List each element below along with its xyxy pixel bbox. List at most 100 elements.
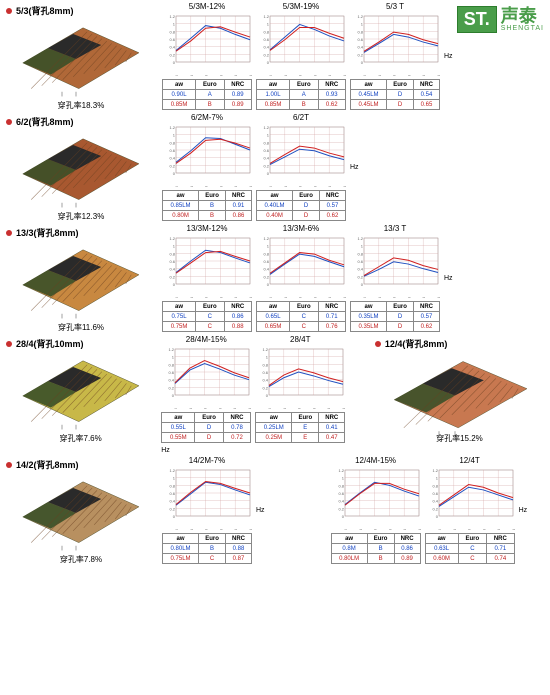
table-header: NRC [318,80,345,90]
chart-svg: 00.20.40.60.811.2125250500100020004000 [350,12,440,76]
table-header: Euro [196,302,224,312]
svg-text:1.2: 1.2 [263,14,269,19]
panel-illustration [6,20,146,98]
chart-block: 13/3M-12% 00.20.40.60.811.21252505001000… [162,224,252,332]
svg-text:0.8: 0.8 [169,251,175,256]
svg-text:4000: 4000 [341,407,345,409]
svg-text:1: 1 [435,476,438,481]
table-cell: 0.86 [224,312,251,322]
svg-text:2000: 2000 [233,185,238,187]
svg-text:2000: 2000 [233,528,238,530]
svg-text:1000: 1000 [406,74,411,76]
svg-text:2000: 2000 [421,296,426,298]
data-table: awEuroNRC0.63LC0.710.60MC0.74 [425,533,515,564]
svg-text:0.8: 0.8 [263,29,269,34]
chart-title: 12/4T [425,456,515,465]
svg-text:4000: 4000 [417,528,421,530]
table-cell: 0.65 [414,100,440,110]
table-header: aw [257,302,290,312]
table-cell: B [199,201,226,211]
table-cell: 0.89 [224,90,251,100]
svg-text:0.6: 0.6 [432,491,438,496]
svg-text:4000: 4000 [511,528,515,530]
table-cell: 0.86 [226,211,252,221]
table-cell: 0.57 [320,201,346,211]
panel-caption: 穿孔率7.8% [6,554,156,565]
data-table: awEuroNRC0.35LMD0.570.35LMD0.62 [350,301,440,332]
svg-text:250: 250 [189,528,194,530]
table-cell: 0.47 [319,433,345,443]
svg-text:125: 125 [268,74,273,76]
svg-text:1: 1 [172,355,175,360]
table-header: NRC [414,80,440,90]
svg-text:250: 250 [357,528,362,530]
table-header: Euro [290,302,318,312]
svg-text:0: 0 [266,393,269,398]
svg-text:0.6: 0.6 [169,259,175,264]
svg-text:0: 0 [173,282,176,287]
svg-text:0: 0 [173,514,176,519]
panel-illustration [375,353,535,438]
table-header: NRC [223,413,250,423]
svg-text:1: 1 [173,133,176,138]
table-cell: 0.25M [256,433,292,443]
table-cell: C [290,322,318,332]
table-header: NRC [414,302,440,312]
svg-text:0.2: 0.2 [169,163,175,168]
svg-text:1: 1 [361,22,364,27]
svg-text:1: 1 [173,22,176,27]
svg-text:4000: 4000 [436,74,440,76]
svg-text:0.4: 0.4 [263,45,269,50]
table-header: Euro [290,80,318,90]
table-cell: C [290,312,318,322]
chart-block: 14/2M-7% 00.20.40.60.811.212525050010002… [162,456,252,564]
bullet-icon [6,341,12,347]
section-title: 13/3(背孔8mm) [6,226,156,239]
svg-text:0: 0 [267,60,270,65]
chart-svg: 00.20.40.60.811.2125250500100020004000 [161,345,251,409]
table-cell: B [367,554,394,564]
table-cell: 0.57 [414,312,440,322]
svg-text:2000: 2000 [232,407,237,409]
svg-text:4000: 4000 [342,74,346,76]
table-header: aw [351,80,387,90]
table-cell: 0.63L [425,544,458,554]
table-header: Euro [387,302,414,312]
svg-text:1000: 1000 [218,296,223,298]
table-cell: 0.90L [163,90,196,100]
table-header: Euro [199,191,226,201]
chart-block: 5/3 T 00.20.40.60.811.212525050010002000… [350,2,440,110]
table-cell: B [199,211,226,221]
table-cell: C [199,554,226,564]
table-header: NRC [224,80,251,90]
svg-text:250: 250 [451,528,456,530]
table-cell: 0.40LM [257,201,293,211]
svg-text:1: 1 [267,133,270,138]
logo-mark: ST. [457,6,497,33]
svg-text:0.6: 0.6 [263,37,269,42]
svg-text:125: 125 [362,296,367,298]
table-cell: 0.60M [425,554,458,564]
svg-text:125: 125 [437,528,442,530]
table-cell: 0.80M [163,211,199,221]
logo-cn: 声泰 [501,7,544,25]
data-table: awEuroNRC0.65LC0.710.65MC0.76 [256,301,346,332]
svg-text:250: 250 [377,296,382,298]
table-cell: 0.45LM [351,100,387,110]
bullet-icon [375,341,381,347]
svg-text:1: 1 [173,244,176,249]
table-cell: C [196,312,224,322]
svg-text:2000: 2000 [326,407,331,409]
chart-title: 13/3M-6% [256,224,346,233]
panel-caption: 穿孔率12.3% [6,211,156,222]
svg-text:500: 500 [204,74,209,76]
svg-text:250: 250 [189,296,194,298]
chart-title: 6/2M-7% [162,113,252,122]
table-cell: D [387,90,414,100]
svg-text:0: 0 [267,282,270,287]
svg-text:0: 0 [361,60,364,65]
table-cell: 0.89 [394,554,420,564]
svg-text:4000: 4000 [248,528,252,530]
svg-text:2000: 2000 [233,74,238,76]
chart-title: 5/3M-12% [162,2,252,11]
